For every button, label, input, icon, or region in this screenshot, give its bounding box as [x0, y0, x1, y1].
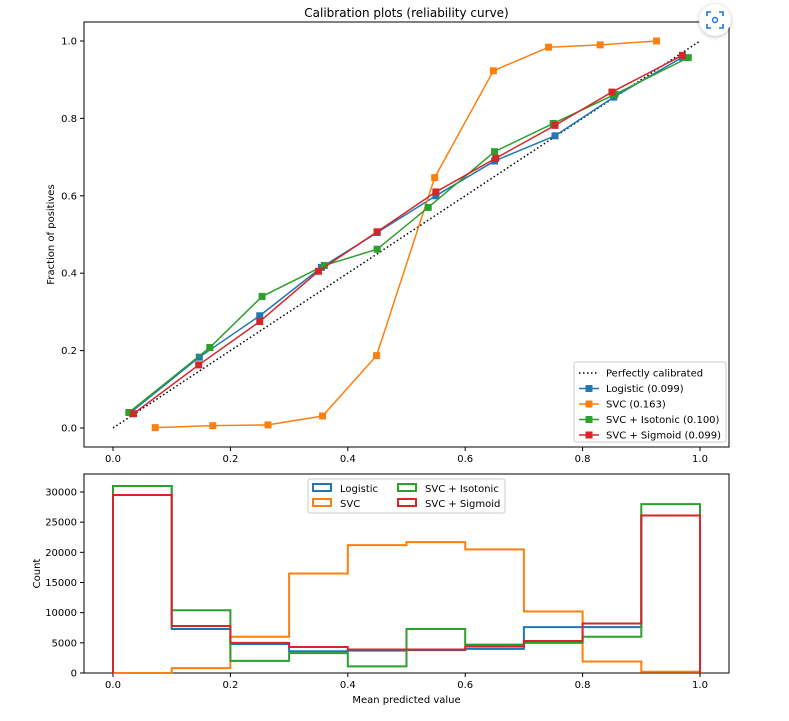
legend-entry: SVC (0.163) [606, 400, 666, 411]
legend-swatch [312, 498, 332, 507]
histogram-step-2 [112, 484, 701, 673]
perfectly-calibrated-line [112, 40, 701, 429]
data-point [264, 421, 272, 429]
data-point [551, 121, 559, 129]
legend-entry: Logistic (0.099) [606, 384, 684, 395]
x-tick-label: 0.6 [457, 454, 473, 465]
series-line-3 [133, 54, 683, 415]
legend-swatch [397, 498, 417, 507]
x-tick-label: 0.4 [340, 454, 356, 465]
legend-entry: Perfectly calibrated [606, 369, 703, 380]
legend-swatch [312, 483, 332, 492]
data-point [373, 228, 381, 236]
data-point [492, 154, 500, 162]
data-point [489, 67, 497, 75]
data-point [545, 43, 553, 51]
data-point [256, 318, 264, 326]
legend-entry: SVC + Sigmoid (0.099) [606, 431, 721, 442]
data-point [319, 412, 327, 420]
legend-entry: SVC [340, 499, 360, 510]
data-point [431, 174, 439, 182]
bottom-axes-frame [83, 473, 730, 674]
histogram-step-3 [112, 494, 701, 673]
y-tick-label: 0.6 [61, 191, 77, 202]
legend-entry: SVC + Isotonic [425, 484, 499, 495]
top-legend [573, 361, 727, 443]
hist-y-tick-label: 0 [71, 669, 77, 680]
data-point [684, 54, 692, 62]
legend-entry: SVC + Sigmoid [425, 499, 500, 510]
top-axes-frame [83, 21, 730, 448]
hist-x-tick-label: 0.0 [105, 680, 121, 691]
chart-title: Calibration plots (reliability curve) [304, 6, 508, 20]
scan-button[interactable] [699, 4, 731, 36]
data-point [678, 51, 686, 59]
data-point [551, 132, 559, 140]
data-point [209, 422, 217, 430]
legend-entry: SVC + Isotonic (0.100) [606, 415, 720, 426]
legend-swatch [397, 483, 417, 492]
screenshot-scan-icon [706, 11, 724, 29]
y-tick-label: 0.0 [61, 424, 77, 435]
data-point [424, 203, 432, 211]
data-point [125, 409, 133, 417]
x-tick-label: 0.2 [222, 454, 238, 465]
x-axis-label: Mean predicted value [352, 695, 460, 706]
hist-x-tick-label: 0.2 [222, 680, 238, 691]
hist-x-tick-label: 0.8 [575, 680, 591, 691]
data-point [130, 410, 138, 418]
legend-marker [585, 416, 593, 423]
data-point [432, 188, 440, 196]
legend-marker [585, 385, 593, 392]
data-point [432, 192, 440, 200]
hist-y-tick-label: 10000 [45, 608, 77, 619]
y-axis-label: Fraction of positives [46, 184, 57, 284]
legend-entry: Logistic [340, 484, 378, 495]
hist-y-tick-label: 25000 [45, 518, 77, 529]
data-point [151, 424, 159, 432]
data-point [258, 292, 266, 300]
data-point [195, 361, 203, 369]
hist-y-tick-label: 20000 [45, 548, 77, 559]
y-tick-label: 0.4 [61, 269, 77, 280]
data-point [373, 352, 381, 360]
data-point [320, 261, 328, 269]
y-tick-label: 0.8 [61, 114, 77, 125]
hist-y-axis-label: Count [32, 559, 43, 589]
data-point [653, 37, 661, 45]
y-tick-label: 0.2 [61, 346, 77, 357]
x-tick-label: 0.8 [575, 454, 591, 465]
hist-y-tick-label: 5000 [52, 638, 77, 649]
hist-y-tick-label: 30000 [45, 488, 77, 499]
hist-x-tick-label: 0.4 [340, 680, 356, 691]
data-point [608, 88, 616, 96]
hist-legend [307, 478, 506, 514]
data-point [256, 312, 264, 320]
x-tick-label: 1.0 [692, 454, 708, 465]
data-point [373, 245, 381, 253]
series-line-2 [128, 56, 689, 414]
legend-marker [585, 431, 593, 439]
hist-x-tick-label: 1.0 [692, 680, 708, 691]
data-point [206, 344, 214, 352]
data-point [314, 267, 322, 275]
x-tick-label: 0.0 [105, 454, 121, 465]
series-line-0 [130, 56, 683, 414]
legend-marker [585, 400, 593, 408]
data-point [491, 148, 499, 156]
data-point [195, 353, 203, 361]
y-tick-label: 1.0 [61, 37, 77, 48]
hist-x-tick-label: 0.6 [457, 680, 473, 691]
series-line-1 [155, 40, 657, 429]
data-point [596, 41, 604, 49]
hist-y-tick-label: 15000 [45, 578, 77, 589]
